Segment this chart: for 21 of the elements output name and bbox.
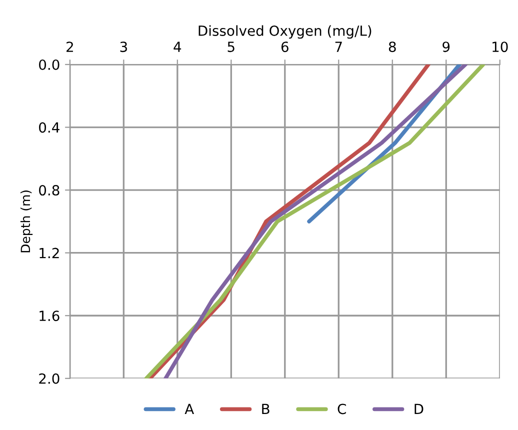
legend-label: B [262,404,270,414]
x-tick-label: 5 [228,42,234,52]
y-tick-label: 2.0 [39,373,60,384]
y-tick-label: 0.4 [39,122,60,133]
x-tick-label: 2 [66,42,73,52]
x-tick-label: 7 [335,42,342,52]
x-tick-label: 6 [281,42,288,52]
legend-label: A [184,404,194,414]
y-axis-title: Depth (m) [20,190,33,252]
y-tick-label: 1.6 [40,310,60,322]
legend-label: C [338,404,346,414]
legend-label: D [414,404,424,414]
x-tick-label: 4 [174,42,182,52]
x-tick-label: 3 [120,42,127,52]
y-tick-label: 0.0 [39,59,60,70]
y-tick-label: 1.2 [40,248,59,258]
x-tick-label: 8 [388,42,396,52]
y-tick-label: 0.8 [39,185,60,196]
x-tick-label: 10 [492,42,508,52]
x-axis-title: Dissolved Oxygen (mg/L) [198,25,372,39]
x-tick-label: 9 [442,42,450,52]
